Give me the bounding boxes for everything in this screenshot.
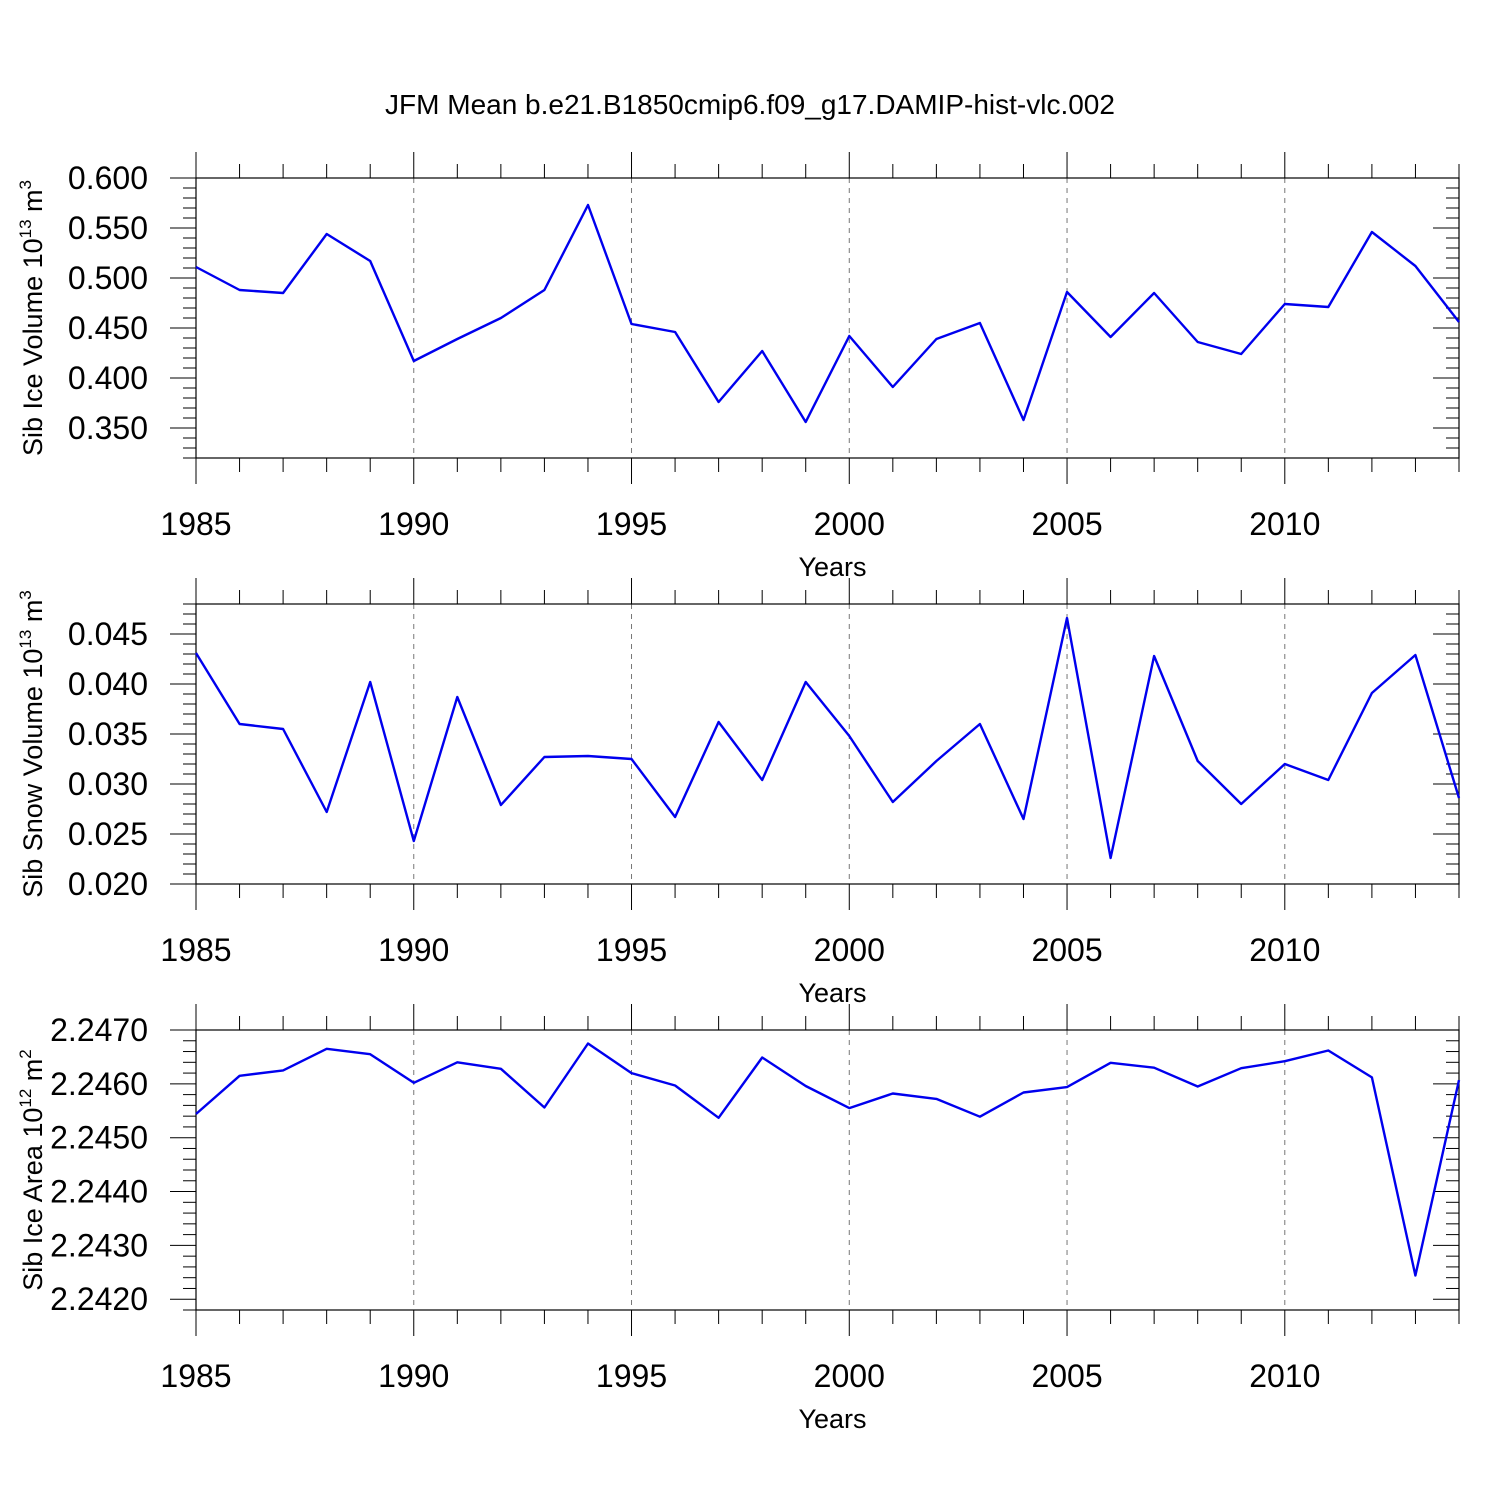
y-axis-label: Sib Ice Volume 1013 m3 (16, 180, 48, 456)
panels: 1985 1990 1995 2000 2005 2010 Years 0.350 0.400 0… (16, 152, 1461, 1434)
x-tick-label: 2005 (1031, 506, 1102, 542)
y-tick-label: 0.035 (68, 716, 148, 752)
y-axis-label-text: Sib Ice Volume 10 (18, 238, 48, 456)
series-line-sib-ice-area (195, 1042, 1461, 1277)
y-tick-label: 2.2440 (50, 1174, 148, 1210)
y-axis-label-unit-exp: 3 (16, 590, 35, 599)
y-tick-label: 2.2460 (50, 1066, 148, 1102)
x-tick-label: 2005 (1031, 1358, 1102, 1394)
x-tick-label: 1995 (596, 932, 667, 968)
x-tick-label: 2000 (814, 506, 885, 542)
panel-sib-ice-area: 1985 1990 1995 2000 2005 2010 Years 2.2420 2.243… (16, 1004, 1461, 1434)
y-tick-label: 0.600 (68, 160, 148, 196)
x-tick-label: 1985 (160, 506, 231, 542)
x-tick-label: 2000 (814, 932, 885, 968)
x-tick-label: 1995 (596, 1358, 667, 1394)
x-tick-label: 1990 (378, 932, 449, 968)
series-line-sib-snow-volume (194, 616, 1461, 860)
y-tick-label: 0.500 (68, 260, 148, 296)
x-axis-label: Years (798, 978, 866, 1008)
series-line-sib-ice-volume (195, 203, 1460, 424)
x-tick-label: 1985 (160, 932, 231, 968)
chart-title: JFM Mean b.e21.B1850cmip6.f09_g17.DAMIP-… (385, 89, 1115, 120)
y-tick-label: 0.350 (68, 410, 148, 446)
x-tick-label: 1990 (378, 1358, 449, 1394)
y-axis-label-exp: 13 (16, 219, 35, 238)
x-tick-label: 1990 (378, 506, 449, 542)
y-tick-label: 0.400 (68, 360, 148, 396)
x-tick-label: 2005 (1031, 932, 1102, 968)
plot-frame (195, 177, 1460, 459)
y-axis-label-unit-exp: 3 (16, 180, 35, 189)
x-axis-label: Years (798, 552, 866, 582)
y-tick-label: 0.550 (68, 210, 148, 246)
y-axis-label-unit-exp: 2 (16, 1049, 35, 1058)
plot-frame (195, 1029, 1460, 1311)
x-axis-label: Years (798, 1404, 866, 1434)
y-tick-label: 0.040 (68, 666, 148, 702)
x-tick-label: 2010 (1249, 1358, 1320, 1394)
x-tick-label: 1985 (160, 1358, 231, 1394)
y-tick-label: 0.450 (68, 310, 148, 346)
x-tick-label: 2000 (814, 1358, 885, 1394)
x-tick-label: 1995 (596, 506, 667, 542)
y-tick-label: 0.025 (68, 816, 148, 852)
y-axis-label-unit: m (18, 189, 48, 219)
plot-frame (195, 603, 1460, 885)
y-axis-label-exp: 13 (16, 630, 35, 649)
y-tick-label: 2.2450 (50, 1120, 148, 1156)
panel-sib-ice-volume: 1985 1990 1995 2000 2005 2010 Years 0.350 0.400 0… (16, 152, 1460, 582)
y-tick-label: 2.2420 (50, 1281, 148, 1317)
panel-sib-snow-volume: 1985 1990 1995 2000 2005 2010 Years 0.020 0.025 0… (16, 578, 1461, 1008)
y-tick-label: 0.020 (68, 866, 148, 902)
x-tick-label: 2010 (1249, 506, 1320, 542)
y-tick-label: 2.2430 (50, 1227, 148, 1263)
y-axis-label: Sib Ice Area 1012 m2 (16, 1049, 48, 1291)
y-axis-label-text: Sib Snow Volume 10 (18, 649, 48, 898)
y-axis-label-text: Sib Ice Area 10 (18, 1108, 48, 1291)
y-tick-label: 2.2470 (50, 1012, 148, 1048)
x-tick-label: 2010 (1249, 932, 1320, 968)
y-axis-label-exp: 12 (16, 1089, 35, 1108)
y-axis-label-unit: m (18, 1059, 48, 1089)
y-axis-label: Sib Snow Volume 1013 m3 (16, 590, 48, 898)
y-axis-label-unit: m (18, 600, 48, 630)
y-tick-label: 0.045 (68, 616, 148, 652)
y-tick-label: 0.030 (68, 766, 148, 802)
